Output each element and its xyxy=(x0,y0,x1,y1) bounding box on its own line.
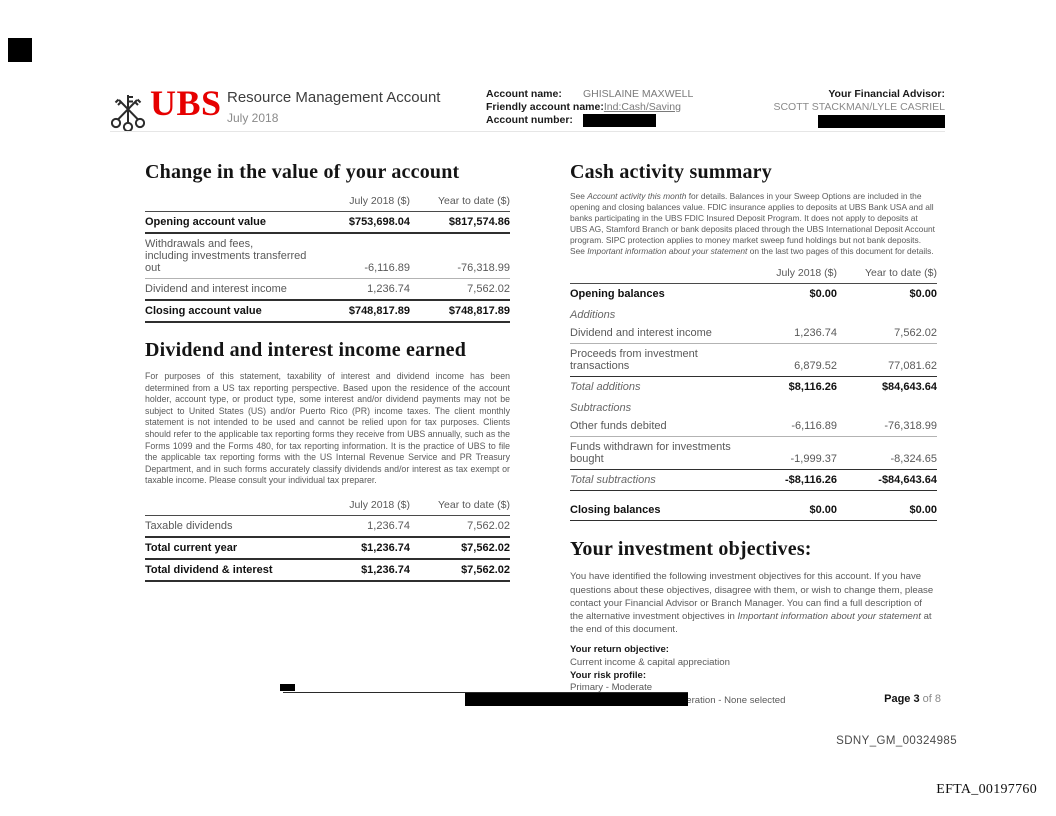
col-ytd-header: Year to date ($) xyxy=(865,267,937,280)
table-row-taxable-dividends: Taxable dividends 1,236.74 7,562.02 xyxy=(145,516,510,538)
advisor-label: Your Financial Advisor: xyxy=(828,88,945,100)
cash-table: July 2018 ($) Year to date ($) Opening b… xyxy=(570,264,937,522)
change-section-title: Change in the value of your account xyxy=(145,161,460,183)
dividend-table-header: July 2018 ($) Year to date ($) xyxy=(145,496,510,516)
col-ytd-header: Year to date ($) xyxy=(438,498,510,511)
section-row-additions: Additions xyxy=(570,309,616,322)
page-indicator: Page 3 of 8 xyxy=(884,693,941,705)
change-table-header: July 2018 ($) Year to date ($) xyxy=(145,192,510,212)
account-name-label: Account name: xyxy=(486,88,562,100)
account-number-label: Account number: xyxy=(486,114,573,126)
cash-table-header: July 2018 ($) Year to date ($) xyxy=(570,264,937,285)
ubs-logo: UBS xyxy=(111,85,222,133)
table-row-total-dividend-interest: Total dividend & interest $1,236.74 $7,5… xyxy=(145,560,510,582)
ubs-keys-icon xyxy=(111,95,145,133)
table-row-withdrawals: Withdrawals and fees, including investme… xyxy=(145,234,510,279)
return-objective-value: Current income & capital appreciation xyxy=(570,657,730,669)
col-month-header: July 2018 ($) xyxy=(349,195,410,207)
dividend-table: July 2018 ($) Year to date ($) Taxable d… xyxy=(145,496,510,582)
col-month-header: July 2018 ($) xyxy=(776,267,837,280)
bates-number-efta: EFTA_00197760 xyxy=(936,782,1037,797)
header-divider xyxy=(110,131,945,132)
friendly-account-name-value: Ind:Cash/Saving xyxy=(603,101,681,113)
account-number-redaction xyxy=(583,114,656,127)
cash-section-title: Cash activity summary xyxy=(570,161,772,183)
left-column: Change in the value of your account July… xyxy=(145,160,510,582)
redaction-mark-footer-left xyxy=(280,684,295,691)
table-row-cash-dividend-income: Dividend and interest income 1,236.74 7,… xyxy=(570,323,937,345)
change-table: July 2018 ($) Year to date ($) Opening a… xyxy=(145,192,510,323)
friendly-account-name-label: Friendly account name: xyxy=(486,101,604,113)
risk-profile-value: Primary - Moderate xyxy=(570,682,653,694)
advisor-redaction xyxy=(818,115,945,128)
table-row-total-current-year: Total current year $1,236.74 $7,562.02 xyxy=(145,538,510,560)
redaction-mark-topleft xyxy=(8,38,32,62)
advisor-name: SCOTT STACKMAN/LYLE CASRIEL xyxy=(773,101,945,113)
table-row-closing-balances: Closing balances $0.00 $0.00 xyxy=(570,500,937,522)
statement-period: July 2018 xyxy=(227,111,279,125)
right-column: Cash activity summary See Account activi… xyxy=(570,160,937,707)
table-row-total-subtractions: Total subtractions -$8,116.26 -$84,643.6… xyxy=(570,470,937,492)
col-ytd-header: Year to date ($) xyxy=(438,195,510,207)
table-row-opening-value: Opening account value $753,698.04 $817,5… xyxy=(145,212,510,234)
table-row-total-additions: Total additions $8,116.26 $84,643.64 xyxy=(570,381,937,394)
col-month-header: July 2018 ($) xyxy=(349,498,410,511)
return-objective-label: Your return objective: xyxy=(570,644,669,656)
table-row-proceeds: Proceeds from investment transactions 6,… xyxy=(570,344,937,378)
dividend-disclaimer-paragraph: For purposes of this statement, taxabili… xyxy=(145,371,510,486)
account-info-block: Account name: GHISLAINE MAXWELL Friendly… xyxy=(486,88,693,127)
account-name-value: GHISLAINE MAXWELL xyxy=(583,88,694,100)
objectives-section-title: Your investment objectives: xyxy=(570,538,812,561)
cash-disclaimer-paragraph: See Account activity this month for deta… xyxy=(570,191,935,256)
bates-number-sdny: SDNY_GM_00324985 xyxy=(836,735,957,747)
product-title: Resource Management Account xyxy=(227,89,441,106)
redaction-bar-footer xyxy=(465,693,688,706)
table-row-funds-withdrawn: Funds withdrawn for investments bought -… xyxy=(570,437,937,471)
table-row-closing-value: Closing account value $748,817.89 $748,8… xyxy=(145,301,510,323)
table-row-other-funds-debited: Other funds debited -6,116.89 -76,318.99 xyxy=(570,416,937,438)
product-header: Resource Management Account July 2018 xyxy=(227,89,440,125)
section-row-subtractions: Subtractions xyxy=(570,402,632,415)
objectives-paragraph: You have identified the following invest… xyxy=(570,571,934,636)
advisor-block: Your Financial Advisor: SCOTT STACKMAN/L… xyxy=(773,88,945,128)
table-row-dividend-income: Dividend and interest income 1,236.74 7,… xyxy=(145,279,510,301)
table-row-opening-balances: Opening balances $0.00 $0.00 xyxy=(570,288,937,301)
risk-profile-label: Your risk profile: xyxy=(570,669,647,681)
dividend-section-title: Dividend and interest income earned xyxy=(145,339,467,361)
ubs-wordmark: UBS xyxy=(150,83,222,123)
footer-divider xyxy=(283,692,688,693)
